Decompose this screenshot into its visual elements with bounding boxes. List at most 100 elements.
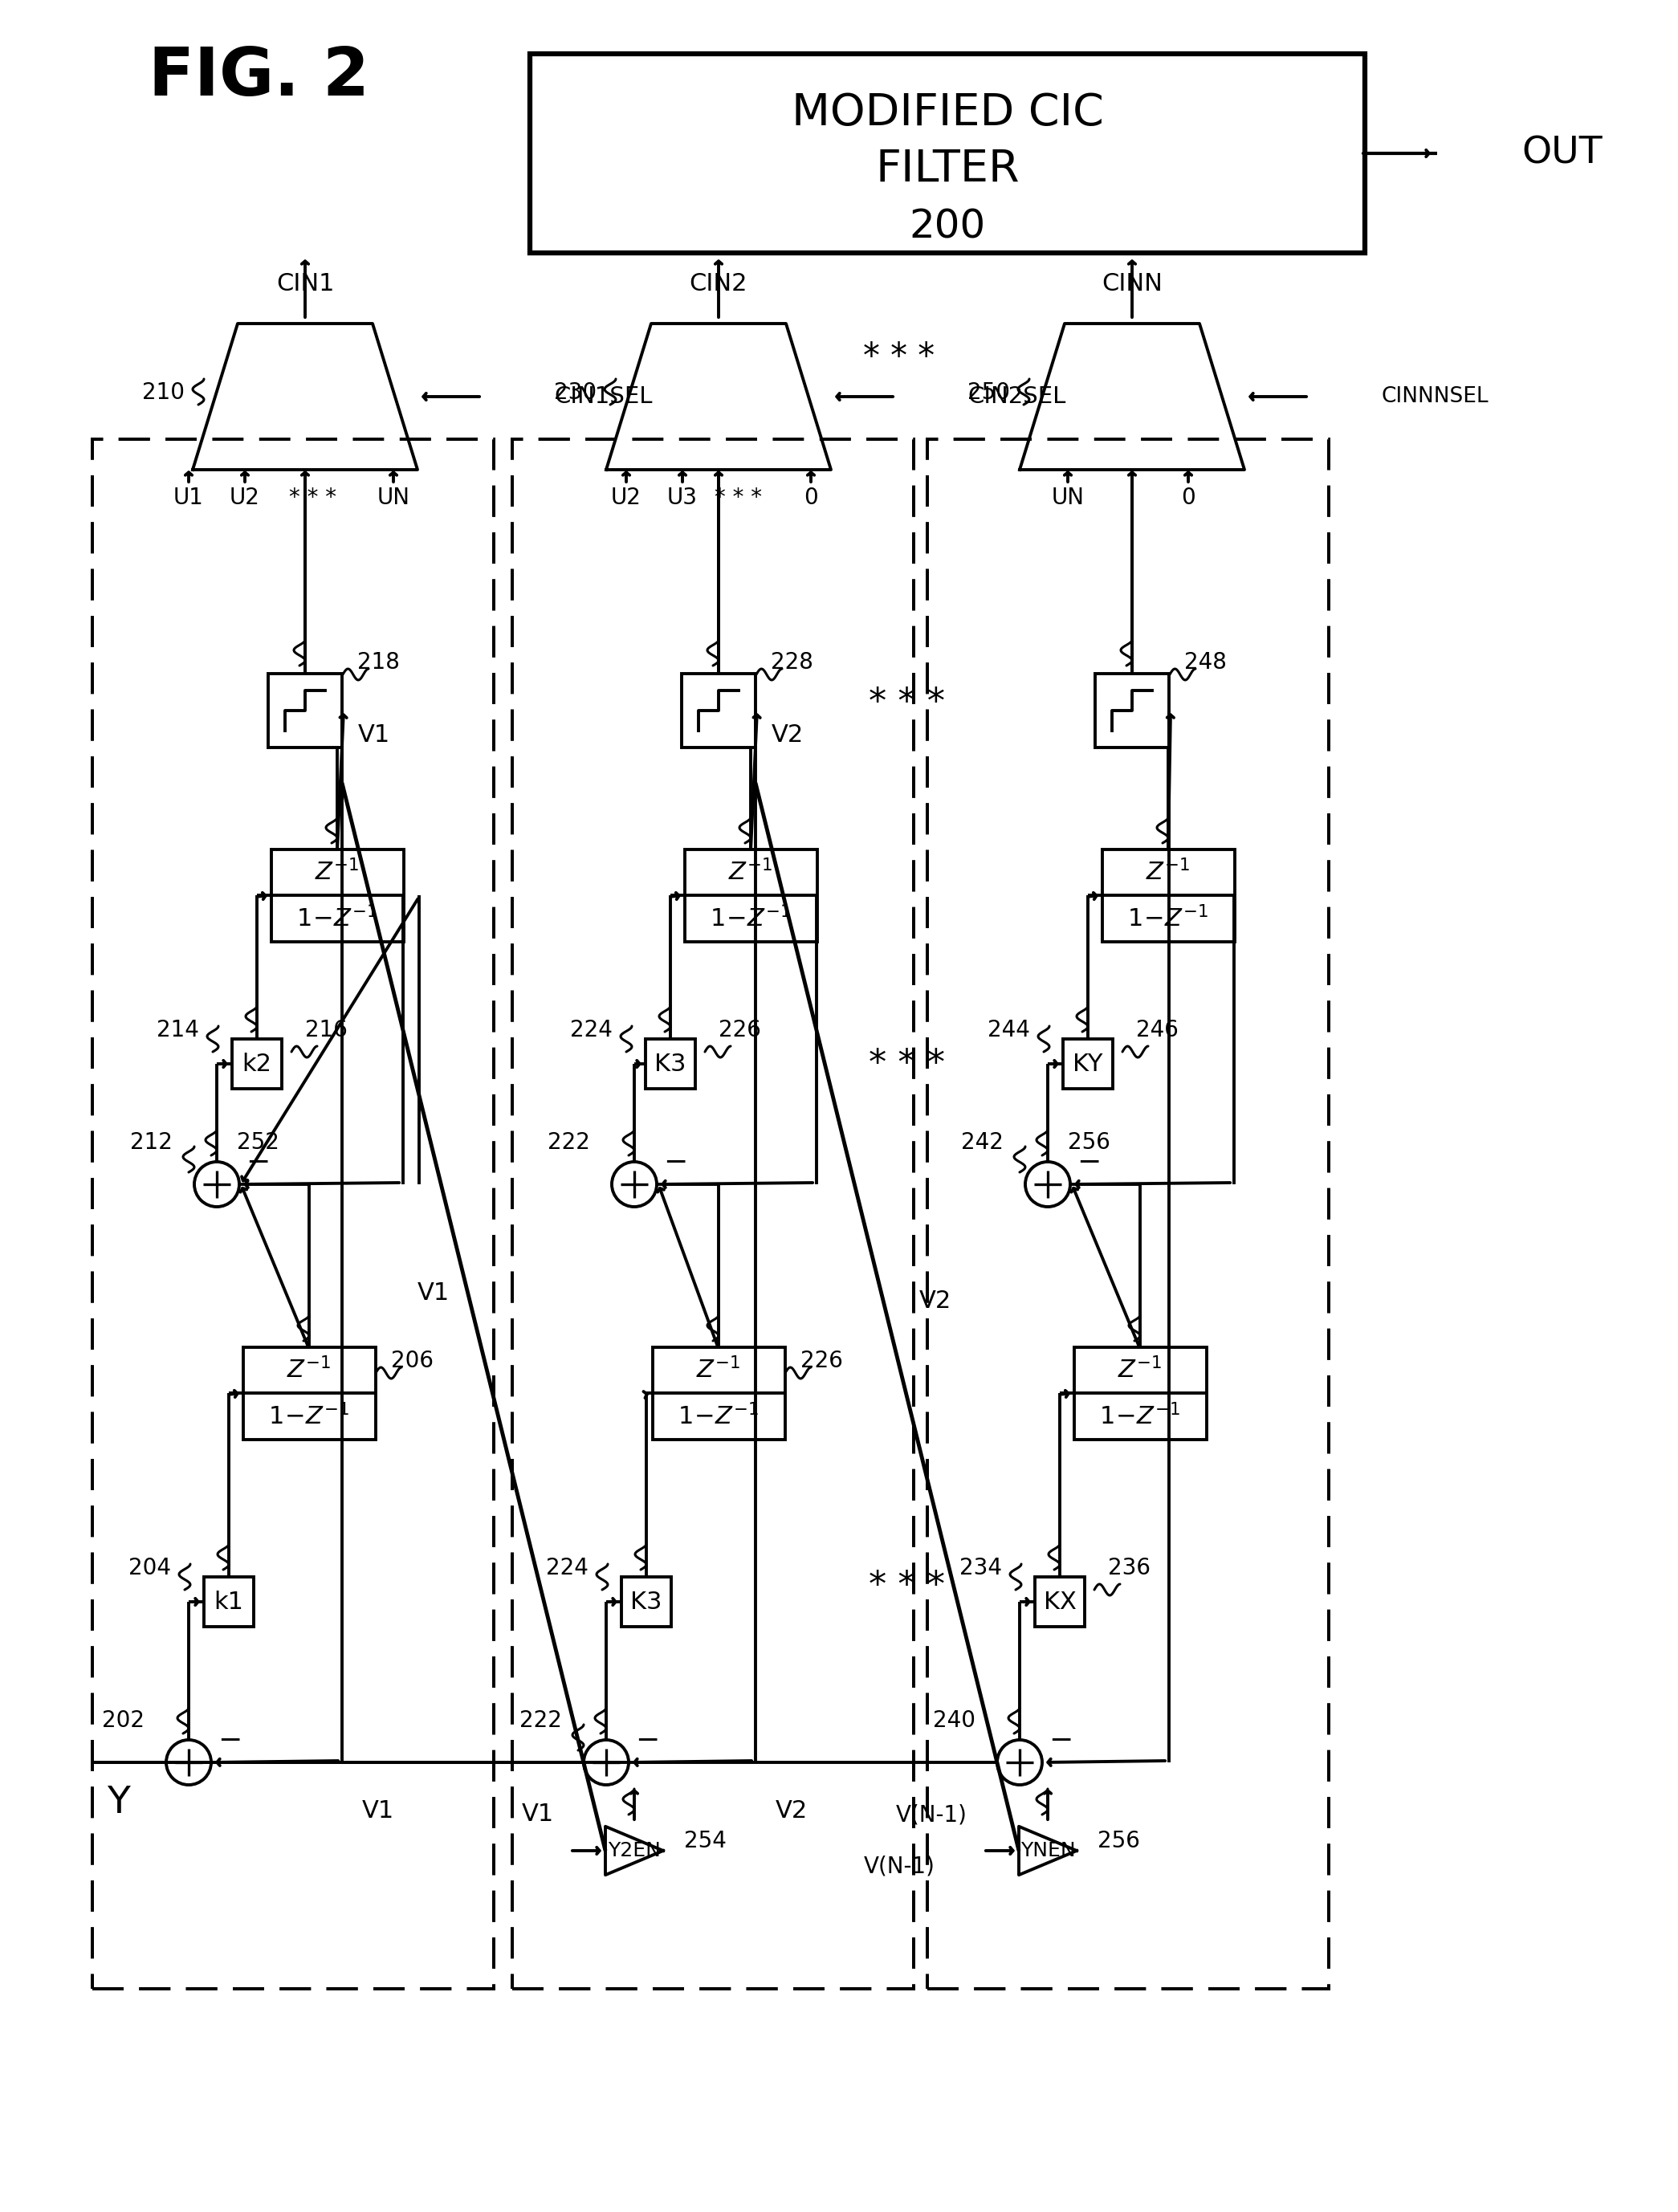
Text: $Z^{-1}$: $Z^{-1}$ xyxy=(728,858,774,885)
Text: * * *: * * * xyxy=(864,341,935,374)
Text: 202: 202 xyxy=(102,1710,144,1732)
Text: $Z^{-1}$: $Z^{-1}$ xyxy=(1146,858,1190,885)
Bar xyxy=(92,440,493,1989)
Text: $1\!-\!Z^{-1}$: $1\!-\!Z^{-1}$ xyxy=(1128,905,1208,931)
Text: 226: 226 xyxy=(718,1020,762,1042)
Text: CIN2SEL: CIN2SEL xyxy=(968,385,1066,407)
Text: CIN1SEL: CIN1SEL xyxy=(554,385,653,407)
Bar xyxy=(1096,675,1170,748)
Text: 240: 240 xyxy=(933,1710,975,1732)
Text: 252: 252 xyxy=(237,1130,279,1155)
Text: 204: 204 xyxy=(129,1557,171,1579)
Text: 210: 210 xyxy=(143,380,185,405)
Text: 226: 226 xyxy=(800,1349,842,1371)
Text: V2: V2 xyxy=(775,1798,807,1823)
Text: $Z^{-1}$: $Z^{-1}$ xyxy=(315,858,359,885)
Text: k2: k2 xyxy=(242,1053,272,1075)
Circle shape xyxy=(1025,1161,1071,1208)
Text: CINNNSEL: CINNNSEL xyxy=(1381,387,1488,407)
Text: FILTER: FILTER xyxy=(876,148,1020,190)
Bar xyxy=(621,1577,671,1626)
Bar xyxy=(928,440,1329,1989)
Circle shape xyxy=(166,1741,211,1785)
Text: $1\!-\!Z^{-1}$: $1\!-\!Z^{-1}$ xyxy=(1099,1402,1181,1429)
Bar xyxy=(243,1347,376,1440)
Text: −: − xyxy=(663,1148,688,1177)
Text: 224: 224 xyxy=(545,1557,589,1579)
Circle shape xyxy=(997,1741,1042,1785)
Bar xyxy=(512,440,913,1989)
Polygon shape xyxy=(606,1827,663,1876)
Bar xyxy=(268,675,342,748)
Circle shape xyxy=(195,1161,240,1208)
Text: * * *: * * * xyxy=(869,1568,945,1604)
Bar xyxy=(92,440,493,1989)
Bar xyxy=(653,1347,785,1440)
Text: 228: 228 xyxy=(770,650,814,675)
Text: 256: 256 xyxy=(1067,1130,1111,1155)
Text: 224: 224 xyxy=(571,1020,612,1042)
Bar xyxy=(646,1040,695,1088)
Bar xyxy=(685,849,817,942)
Bar xyxy=(270,849,403,942)
Circle shape xyxy=(612,1161,656,1208)
Text: 222: 222 xyxy=(547,1130,591,1155)
Text: * * *: * * * xyxy=(715,487,762,509)
Text: $1\!-\!Z^{-1}$: $1\!-\!Z^{-1}$ xyxy=(710,905,792,931)
Text: −: − xyxy=(634,1728,659,1754)
Text: 236: 236 xyxy=(1107,1557,1151,1579)
Text: OUT: OUT xyxy=(1522,135,1602,170)
Text: UN: UN xyxy=(1052,487,1084,509)
Bar xyxy=(512,440,913,1989)
Text: V1: V1 xyxy=(522,1803,554,1827)
Text: U1: U1 xyxy=(173,487,205,509)
Text: YNEN: YNEN xyxy=(1020,1840,1076,1860)
Text: k1: k1 xyxy=(215,1590,243,1613)
Text: 200: 200 xyxy=(909,208,985,246)
Text: 248: 248 xyxy=(1185,650,1227,675)
Text: 212: 212 xyxy=(131,1130,173,1155)
Polygon shape xyxy=(1020,323,1245,469)
Text: 244: 244 xyxy=(988,1020,1030,1042)
Text: $1\!-\!Z^{-1}$: $1\!-\!Z^{-1}$ xyxy=(297,905,378,931)
Text: 0: 0 xyxy=(1181,487,1195,509)
Text: U2: U2 xyxy=(611,487,641,509)
Text: 242: 242 xyxy=(961,1130,1003,1155)
Text: $1\!-\!Z^{-1}$: $1\!-\!Z^{-1}$ xyxy=(268,1402,349,1429)
Text: 254: 254 xyxy=(685,1829,727,1851)
Text: 256: 256 xyxy=(1097,1829,1139,1851)
Text: 216: 216 xyxy=(305,1020,347,1042)
Bar xyxy=(928,440,1329,1989)
Text: * * *: * * * xyxy=(869,686,945,719)
Polygon shape xyxy=(606,323,831,469)
Text: V(N-1): V(N-1) xyxy=(864,1856,935,1878)
Circle shape xyxy=(584,1741,629,1785)
Text: Y2EN: Y2EN xyxy=(607,1840,661,1860)
Text: MODIFIED CIC: MODIFIED CIC xyxy=(792,93,1104,135)
Text: 222: 222 xyxy=(520,1710,562,1732)
Text: KX: KX xyxy=(1044,1590,1076,1613)
Polygon shape xyxy=(193,323,418,469)
Text: KY: KY xyxy=(1072,1053,1102,1075)
Text: −: − xyxy=(245,1148,270,1177)
Bar xyxy=(530,53,1364,252)
Text: 230: 230 xyxy=(554,380,597,405)
Bar xyxy=(1035,1577,1084,1626)
Text: $Z^{-1}$: $Z^{-1}$ xyxy=(1118,1356,1163,1382)
Text: Y: Y xyxy=(107,1785,129,1820)
Text: −: − xyxy=(218,1728,242,1754)
Text: * * *: * * * xyxy=(869,1046,945,1082)
Text: K3: K3 xyxy=(654,1053,686,1075)
Text: CINN: CINN xyxy=(1101,272,1163,294)
Text: $1\!-\!Z^{-1}$: $1\!-\!Z^{-1}$ xyxy=(678,1402,758,1429)
Text: 218: 218 xyxy=(357,650,399,675)
Text: U2: U2 xyxy=(230,487,260,509)
Text: * * *: * * * xyxy=(289,487,337,509)
Text: 0: 0 xyxy=(804,487,819,509)
Text: FIG. 2: FIG. 2 xyxy=(149,44,369,108)
Bar xyxy=(1062,1040,1113,1088)
Text: V1: V1 xyxy=(357,723,391,745)
Text: V2: V2 xyxy=(772,723,804,745)
Text: 214: 214 xyxy=(156,1020,200,1042)
Text: V2: V2 xyxy=(920,1290,951,1312)
